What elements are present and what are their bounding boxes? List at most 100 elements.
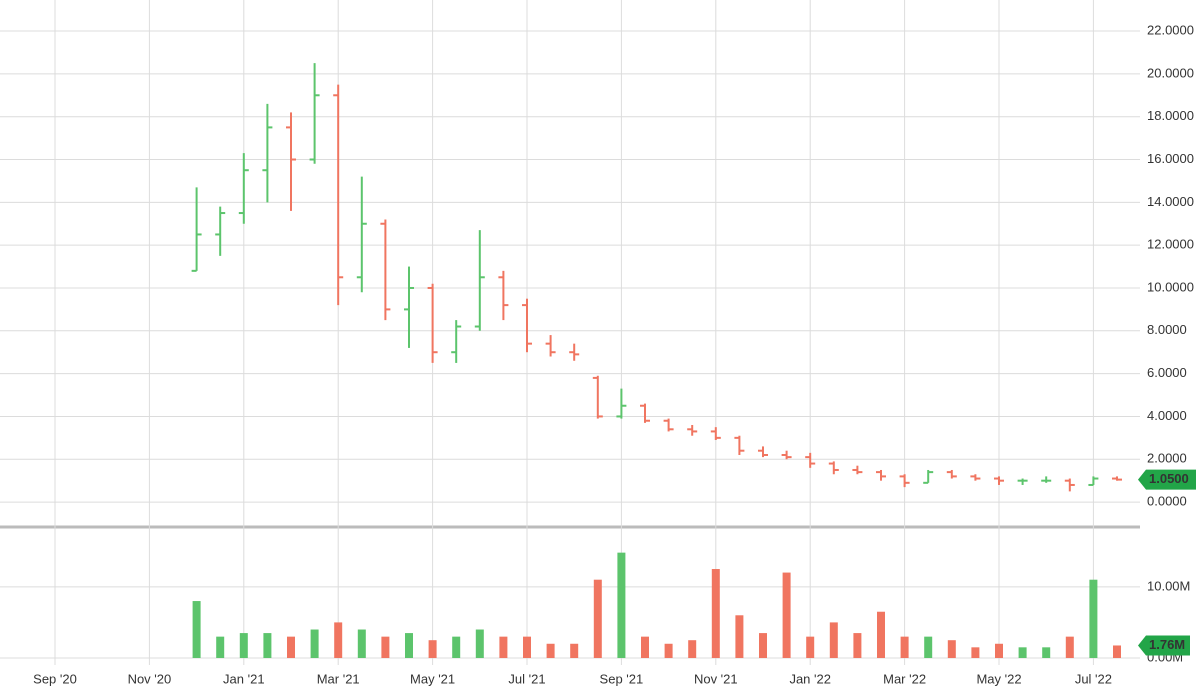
ohlc-bar xyxy=(970,474,981,481)
volume-bar xyxy=(782,572,791,658)
volume-bar xyxy=(688,640,697,658)
y-tick-label: 12.0000 xyxy=(1147,237,1194,252)
y-tick-label: 14.0000 xyxy=(1147,194,1194,209)
y-tick-label: 22.0000 xyxy=(1147,22,1194,37)
volume-bar xyxy=(853,633,862,658)
ohlc-bar xyxy=(994,476,1004,485)
y-tick-label: 10.0000 xyxy=(1147,279,1194,294)
volume-bar xyxy=(523,636,531,658)
volume-bar xyxy=(593,579,602,658)
x-tick-label: Sep '20 xyxy=(33,671,77,686)
ohlc-bar xyxy=(758,446,768,458)
ohlc-bar xyxy=(616,388,627,419)
ohlc-bar xyxy=(1088,476,1099,486)
ohlc-bar xyxy=(427,283,438,363)
volume-bar xyxy=(287,636,295,658)
ohlc-bar xyxy=(286,112,296,211)
ohlc-bar xyxy=(710,427,721,440)
y-tick-label: 6.0000 xyxy=(1147,365,1187,380)
volume-bar xyxy=(971,647,980,658)
volume-bar xyxy=(192,601,201,658)
volume-bar xyxy=(499,636,508,658)
volume-bar xyxy=(641,636,649,658)
x-tick-label: Jan '21 xyxy=(223,671,265,686)
volume-bar xyxy=(829,622,838,658)
ohlc-bar xyxy=(852,465,863,475)
volume-bar xyxy=(877,611,885,658)
ohlc-bar xyxy=(1112,476,1122,481)
x-tick-label: Jul '22 xyxy=(1075,671,1112,686)
ohlc-bar xyxy=(1041,476,1052,483)
volume-bar xyxy=(381,636,390,658)
volume-bar xyxy=(947,640,956,658)
ohlc-bar xyxy=(191,187,202,272)
x-tick-label: Nov '20 xyxy=(128,671,172,686)
x-tick-label: Jan '22 xyxy=(789,671,831,686)
ohlc-bar xyxy=(569,343,580,361)
ohlc-bar xyxy=(899,474,910,488)
ohlc-bar xyxy=(404,266,414,348)
ohlc-bar xyxy=(262,103,273,203)
volume-bar xyxy=(995,643,1003,658)
y-tick-label: 2.0000 xyxy=(1147,451,1187,466)
ohlc-bar xyxy=(238,153,249,224)
volume-bar xyxy=(310,629,319,658)
y-tick-label: 8.0000 xyxy=(1147,322,1187,337)
price-tag xyxy=(1138,635,1190,656)
y2-tick-label: 10.00M xyxy=(1147,578,1190,593)
volume-bar xyxy=(216,636,225,658)
volume-bar xyxy=(924,636,933,658)
volume-bar xyxy=(1089,579,1098,658)
y-tick-label: 16.0000 xyxy=(1147,151,1194,166)
y-tick-label: 4.0000 xyxy=(1147,408,1187,423)
ohlc-bar xyxy=(876,469,886,481)
x-tick-label: Mar '21 xyxy=(317,671,360,686)
ohlc-bar xyxy=(640,403,650,423)
x-tick-label: Mar '22 xyxy=(883,671,926,686)
volume-bar xyxy=(475,629,484,658)
price-tag-label: 1.0500 xyxy=(1149,471,1189,486)
ohlc-bar xyxy=(781,450,792,460)
volume-bar xyxy=(759,633,767,658)
ohlc-bar xyxy=(734,435,745,455)
volume-bar xyxy=(239,633,248,658)
x-tick-label: Sep '21 xyxy=(600,671,644,686)
ohlc-bar xyxy=(215,206,226,256)
volume-bar xyxy=(1065,636,1074,658)
ohlc-bar xyxy=(946,469,957,479)
ohlc-bar xyxy=(1017,478,1028,485)
volume-bar xyxy=(546,643,555,658)
ohlc-bar xyxy=(1064,478,1075,492)
ohlc-bar xyxy=(663,418,674,432)
volume-bar xyxy=(664,643,673,658)
volume-bar xyxy=(405,633,413,658)
x-tick-label: Jul '21 xyxy=(508,671,545,686)
ohlc-bar xyxy=(828,461,839,475)
ohlc-bar xyxy=(687,425,698,436)
ohlc-bar xyxy=(923,469,934,484)
volume-bar xyxy=(334,622,343,658)
ohlc-bar xyxy=(380,219,391,321)
ohlc-bar xyxy=(522,298,532,353)
y-tick-label: 18.0000 xyxy=(1147,108,1194,123)
ohlc-bar xyxy=(356,176,367,293)
price-tag-label: 1.76M xyxy=(1149,637,1185,652)
volume-bar xyxy=(735,615,744,658)
ohlc-bar xyxy=(474,230,485,331)
volume-bar xyxy=(357,629,366,658)
ohlc-bar xyxy=(592,375,603,419)
volume-bar xyxy=(711,569,720,658)
volume-bar xyxy=(806,636,815,658)
x-tick-label: May '22 xyxy=(976,671,1021,686)
ohlc-bar xyxy=(545,335,556,357)
volume-bar xyxy=(263,633,272,658)
ohlc-bar xyxy=(498,270,509,321)
ohlc-bar xyxy=(333,84,344,306)
volume-bar xyxy=(900,636,909,658)
ohlc-bar xyxy=(805,452,816,468)
x-tick-label: May '21 xyxy=(410,671,455,686)
volume-bar xyxy=(617,552,626,658)
price-tag xyxy=(1138,469,1196,490)
volume-bar xyxy=(570,643,579,658)
